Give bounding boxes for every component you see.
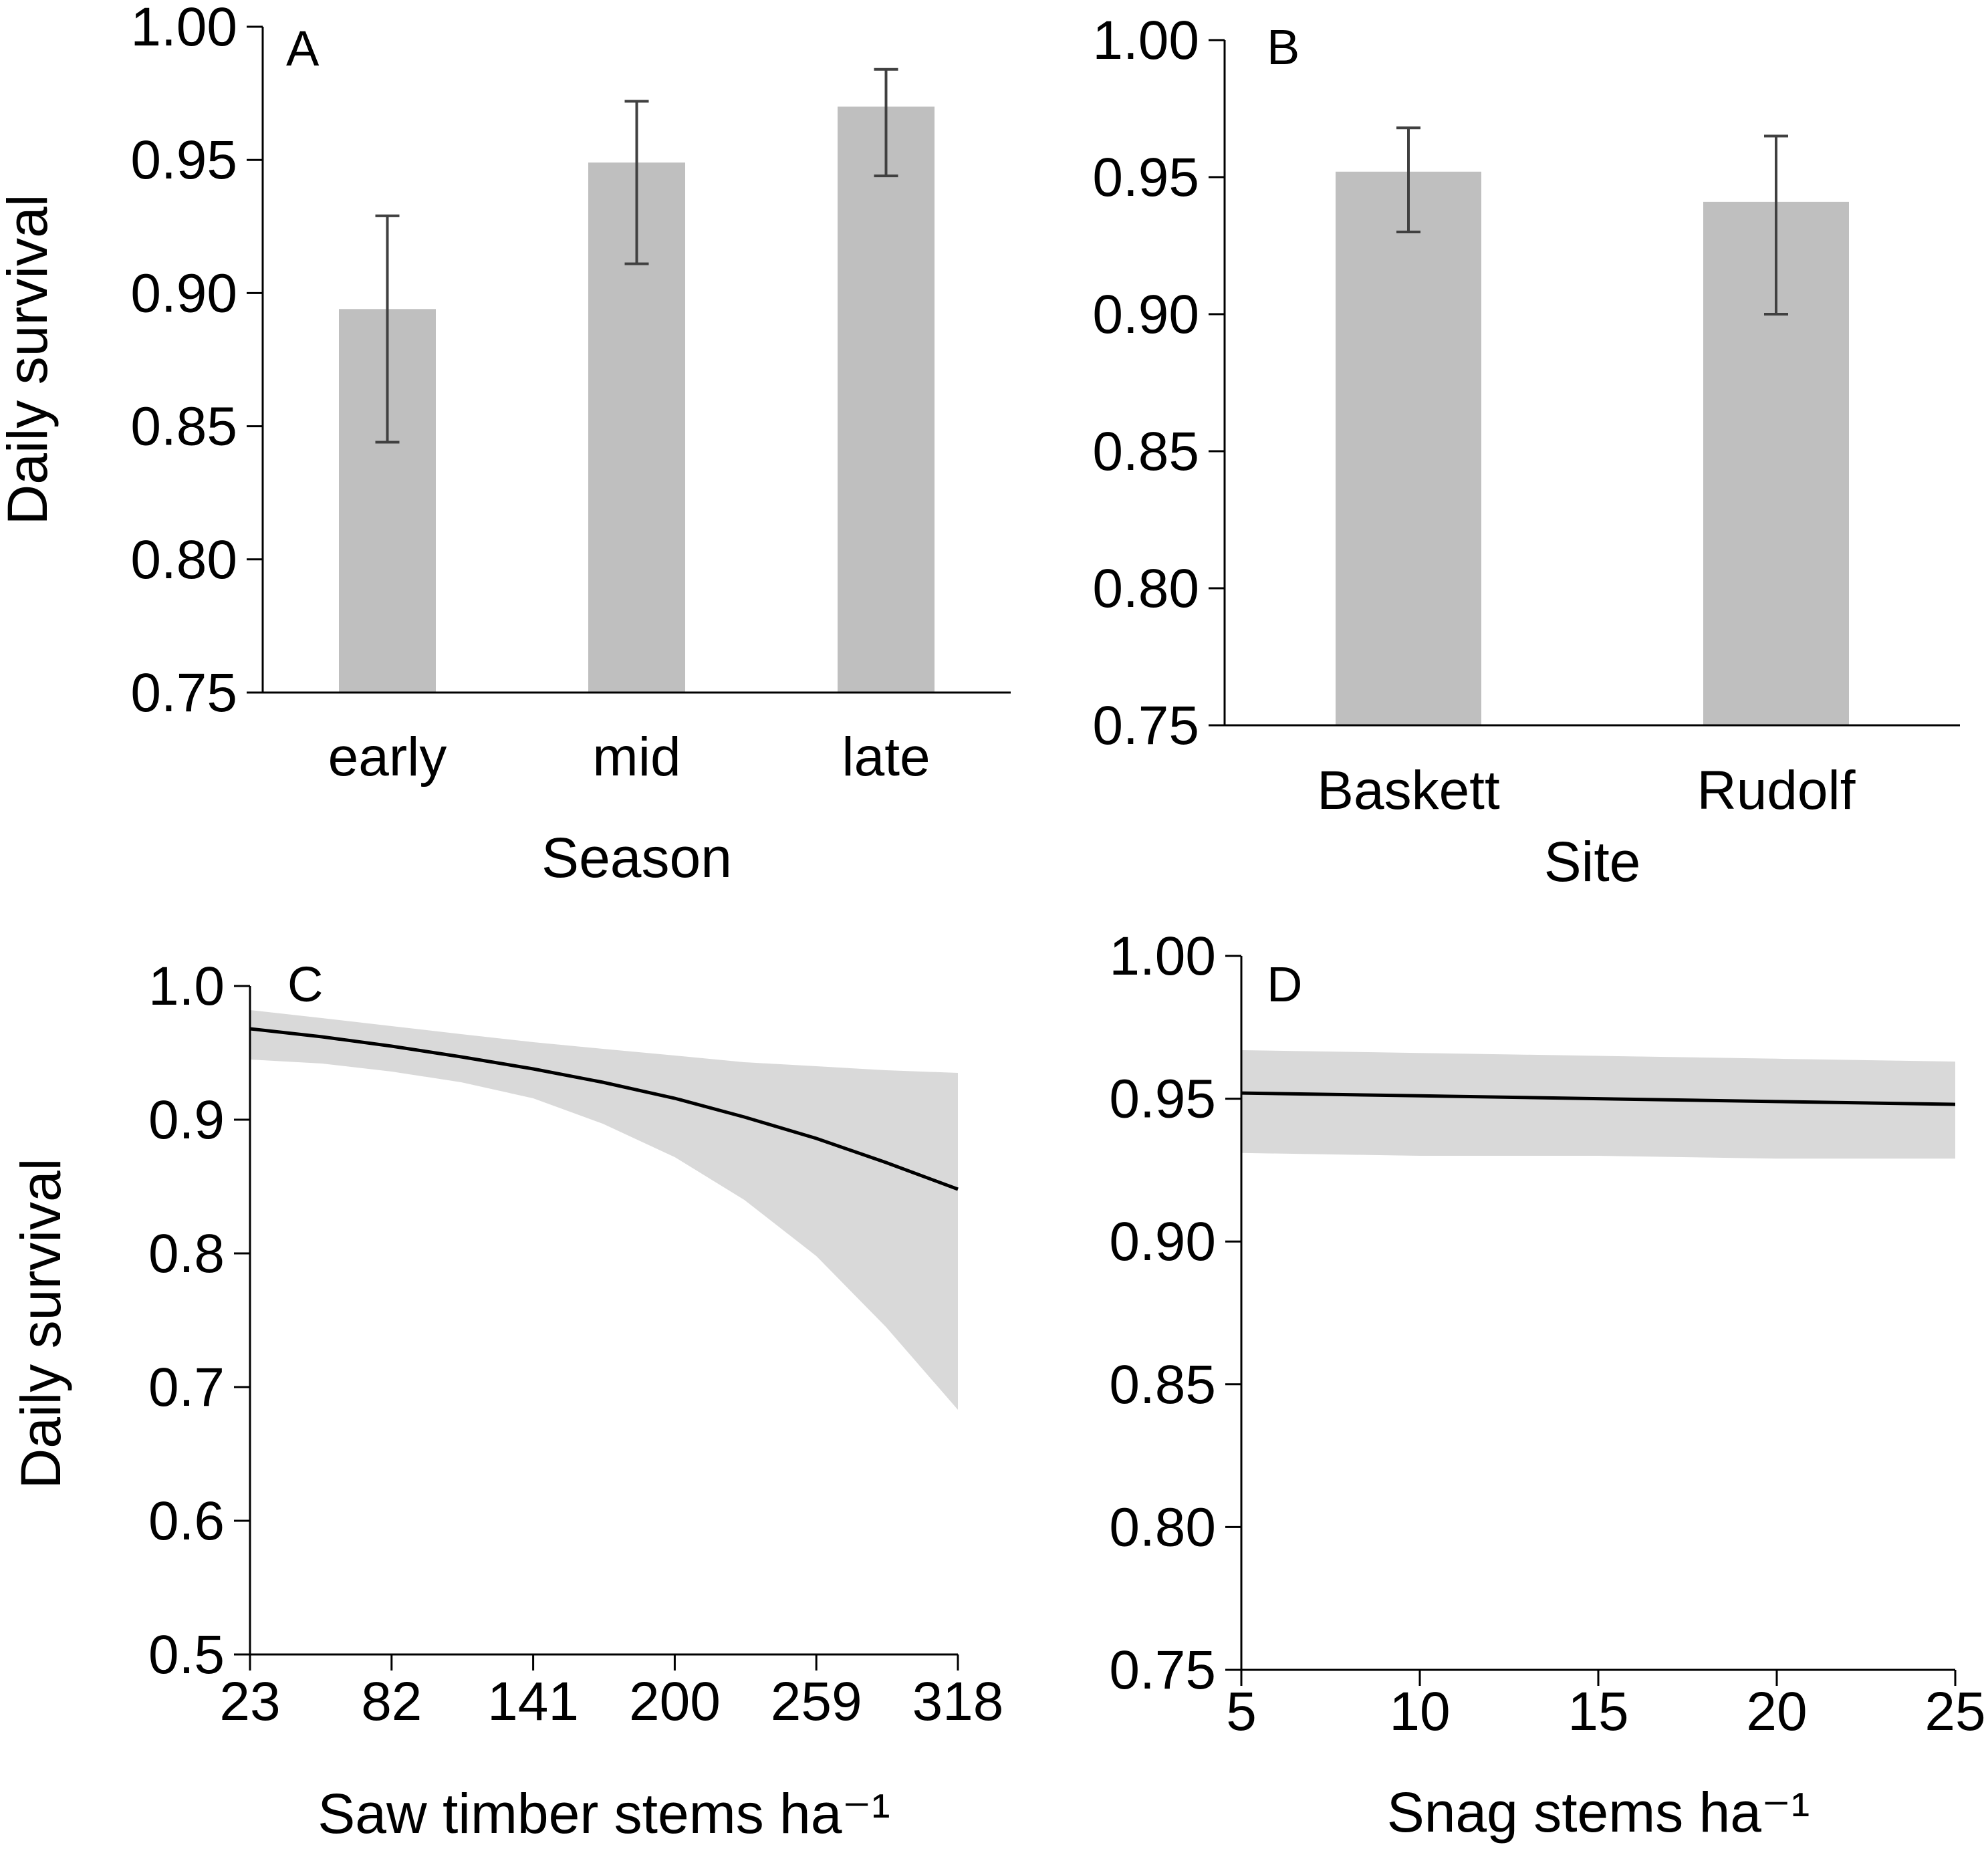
x-tick-label: 23 xyxy=(219,1671,280,1732)
x-axis-title: Saw timber stems ha⁻¹ xyxy=(318,1782,890,1845)
x-tick-label: 10 xyxy=(1389,1681,1450,1742)
bar-baskett xyxy=(1336,171,1481,725)
y-tick-label: 0.85 xyxy=(130,396,237,457)
error-bar-baskett xyxy=(1396,126,1420,233)
survival-line xyxy=(1241,1091,1956,1106)
bar-late xyxy=(838,106,935,693)
survival-line xyxy=(249,1027,959,1191)
panel-a: early mid late 0.75 0.80 0.85 0.90 0.95 1.00 A Sea… xyxy=(0,0,1011,889)
y-axis-title: Daily survival xyxy=(0,195,59,525)
panel-letter: D xyxy=(1267,957,1302,1012)
y-tick-label: 0.85 xyxy=(1092,421,1199,482)
y-tick-label: 0.75 xyxy=(130,662,237,723)
y-tick-label: 1.00 xyxy=(130,0,237,57)
error-bar-late xyxy=(874,68,898,178)
confidence-band xyxy=(1241,1050,1955,1159)
y-tick-label: 0.90 xyxy=(1109,1211,1216,1272)
y-tick-label: 0.80 xyxy=(130,529,237,590)
x-axis-title: Site xyxy=(1544,830,1641,893)
x-tick-label: 20 xyxy=(1746,1681,1807,1742)
panel-letter: B xyxy=(1267,19,1299,75)
x-tick-label: Rudolf xyxy=(1697,760,1855,821)
y-tick-label: 0.85 xyxy=(1109,1354,1216,1415)
y-tick-label: 0.6 xyxy=(148,1491,225,1552)
y-tick-label: 0.80 xyxy=(1109,1497,1216,1558)
x-tick-label: late xyxy=(842,727,930,787)
x-tick-label: 82 xyxy=(361,1671,422,1732)
y-tick-label: 0.95 xyxy=(1092,147,1199,208)
x-tick-label: Baskett xyxy=(1317,760,1500,821)
error-bar-early xyxy=(375,214,400,444)
y-tick-label: 0.8 xyxy=(148,1223,225,1284)
y-tick-label: 0.7 xyxy=(148,1357,225,1418)
y-tick-label: 0.75 xyxy=(1092,695,1199,756)
confidence-band xyxy=(250,1010,958,1410)
x-tick-label: 25 xyxy=(1924,1681,1985,1742)
error-bar-rudolf xyxy=(1764,134,1788,316)
y-tick-label: 1.00 xyxy=(1092,10,1199,71)
y-tick-label: 1.0 xyxy=(148,956,225,1017)
x-tick-label: mid xyxy=(592,727,680,787)
x-tick-label: 15 xyxy=(1568,1681,1628,1742)
panel-c: 0.5 0.6 0.7 0.8 0.9 1.0 23 82 141 200 259 318 C Saw t… xyxy=(9,956,1003,1845)
y-tick-label: 1.00 xyxy=(1109,926,1216,987)
x-tick-label: 200 xyxy=(629,1671,721,1732)
y-axis-title: Daily survival xyxy=(9,1158,72,1489)
x-tick-label: 141 xyxy=(487,1671,579,1732)
y-tick-label: 0.95 xyxy=(1109,1069,1216,1130)
y-tick-label: 0.90 xyxy=(1092,284,1199,345)
panel-letter: C xyxy=(287,957,323,1012)
error-bar-mid xyxy=(624,100,649,265)
x-tick-label: 259 xyxy=(771,1671,862,1732)
x-tick-label: 318 xyxy=(912,1671,1004,1732)
panel-b: Baskett Rudolf 0.75 0.80 0.85 0.90 0.95 1.00 B Si… xyxy=(1092,10,1960,893)
y-tick-label: 0.5 xyxy=(148,1624,225,1685)
y-tick-label: 0.90 xyxy=(130,263,237,324)
y-tick-label: 0.80 xyxy=(1092,558,1199,619)
y-tick-label: 0.95 xyxy=(130,130,237,191)
y-tick-label: 0.9 xyxy=(148,1090,225,1150)
x-axis-title: Season xyxy=(541,826,732,889)
panel-letter: A xyxy=(286,21,320,76)
x-axis-title: Snag stems ha⁻¹ xyxy=(1387,1781,1810,1844)
x-tick-label: 5 xyxy=(1226,1681,1257,1742)
x-tick-label: early xyxy=(328,727,447,787)
panel-d: 0.75 0.80 0.85 0.90 0.95 1.00 5 10 15 20 25 D Snag s… xyxy=(1109,926,1985,1844)
y-tick-label: 0.75 xyxy=(1109,1640,1216,1701)
